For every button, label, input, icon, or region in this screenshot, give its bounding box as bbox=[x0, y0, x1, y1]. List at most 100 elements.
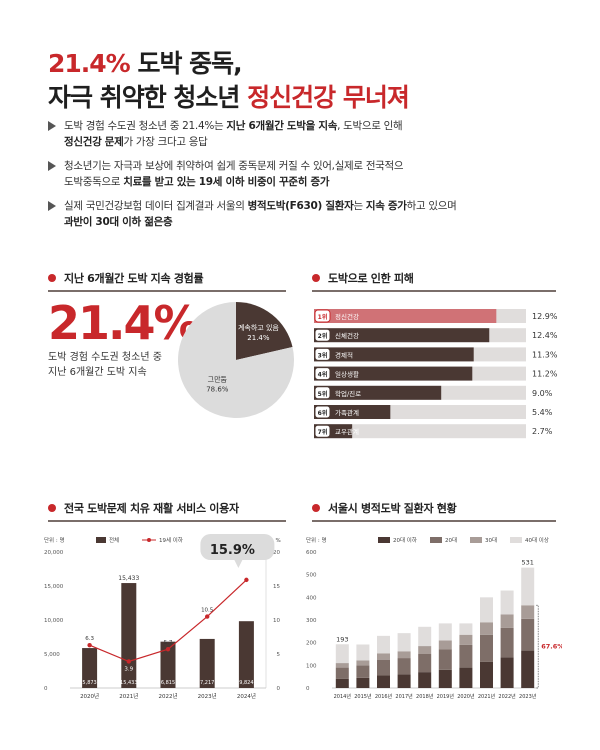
stacked-bar-segment bbox=[480, 661, 493, 688]
stacked-bar-segment bbox=[438, 669, 452, 688]
line-point-label: 5.7 bbox=[164, 640, 173, 646]
legend-label: 30대 bbox=[485, 536, 497, 544]
stacked-bar-segment bbox=[356, 644, 370, 661]
rank-label: 3위 bbox=[318, 351, 328, 359]
x-tick-label: 2022년 bbox=[498, 693, 516, 700]
pie-slice-value: 21.4% bbox=[247, 334, 270, 342]
dot-icon bbox=[48, 504, 56, 512]
bracket-line bbox=[536, 604, 539, 689]
line-point bbox=[87, 642, 92, 648]
bullet-item: 청소년기는 자극과 보상에 취약하여 쉽게 중독문제 커질 수 있어,실제로 전… bbox=[48, 158, 568, 190]
stacked-bar-segment bbox=[459, 634, 473, 645]
rank-label: 2위 bbox=[318, 332, 328, 340]
y-tick-label: 0 bbox=[306, 686, 310, 692]
rank-label: 1위 bbox=[318, 313, 328, 321]
dot-icon bbox=[312, 504, 320, 512]
stacked-bar-segment bbox=[438, 640, 452, 650]
bar-category-label: 신체건강 bbox=[335, 331, 359, 340]
x-tick-label: 2021년 bbox=[478, 693, 496, 700]
y-tick-label: 5,000 bbox=[44, 652, 60, 658]
legend-swatch bbox=[430, 537, 442, 543]
bar bbox=[82, 648, 98, 688]
bar-value-label: 15,433 bbox=[120, 680, 138, 686]
bar-top-label: 15,433 bbox=[118, 575, 139, 582]
x-tick-label: 2021년 bbox=[119, 692, 138, 700]
section-divider bbox=[312, 520, 556, 522]
x-tick-label: 2022년 bbox=[158, 692, 177, 700]
bracket-label: 67.6% bbox=[541, 643, 562, 651]
bar-category-label: 일상생활 bbox=[335, 370, 359, 379]
bar bbox=[314, 385, 442, 400]
y-tick-label: 200 bbox=[306, 641, 317, 647]
bar-track bbox=[314, 424, 526, 439]
stacked-bar-segment bbox=[480, 622, 493, 635]
stacked-bar-segment bbox=[418, 646, 432, 654]
stacked-bar-segment bbox=[438, 623, 452, 641]
stacked-bar-segment bbox=[521, 650, 535, 688]
bar-category-label: 학업/진로 bbox=[335, 389, 361, 398]
bar-value-label: 9,824 bbox=[239, 680, 253, 686]
rank-badge bbox=[314, 367, 331, 381]
rank-badge bbox=[314, 405, 331, 419]
stacked-bar-segment bbox=[418, 654, 432, 673]
stacked-bar-segment bbox=[377, 653, 390, 660]
bar-value-label: 2.7% bbox=[532, 427, 553, 436]
rank-badge bbox=[314, 424, 331, 438]
callout-value: 15.9% bbox=[210, 543, 255, 558]
rank-badge bbox=[314, 347, 331, 361]
bar-category-label: 정신건강 bbox=[335, 312, 359, 321]
bar bbox=[314, 366, 473, 381]
stacked-bar-segment bbox=[356, 660, 370, 666]
x-tick-label: 2014년 bbox=[334, 693, 352, 700]
bar-value-label: 5.4% bbox=[532, 408, 553, 417]
stacked-bar-segment bbox=[335, 667, 349, 679]
bar-value-label: 11.2% bbox=[532, 370, 558, 379]
x-tick-label: 2020년 bbox=[457, 693, 475, 700]
stacked-bar-segment bbox=[459, 644, 473, 668]
section-divider bbox=[48, 520, 286, 522]
stacked-bar-segment bbox=[335, 663, 349, 668]
bar bbox=[314, 405, 391, 419]
pie-slice-value: 78.6% bbox=[206, 385, 229, 393]
line-point-label: 3.9 bbox=[124, 666, 133, 672]
triangle-icon bbox=[48, 161, 56, 171]
axis-unit: 단위 : 명 bbox=[306, 536, 327, 544]
bar-value-label: 5,873 bbox=[82, 680, 96, 686]
y2-tick-label: 10 bbox=[273, 618, 280, 624]
x-tick-label: 2020년 bbox=[80, 692, 99, 700]
rank-label: 4위 bbox=[318, 371, 328, 379]
y2-tick-label: 0 bbox=[277, 686, 281, 692]
stacked-bar-segment bbox=[521, 567, 535, 606]
legend-label-total: 전체 bbox=[109, 536, 119, 544]
rank-badge bbox=[314, 309, 331, 323]
stacked-bar-segment bbox=[500, 627, 514, 658]
stacked-bar-segment bbox=[377, 635, 390, 654]
stacked-bar-segment bbox=[397, 658, 411, 675]
legend-swatch-marker bbox=[147, 538, 151, 542]
stacked-bar-segment bbox=[521, 618, 535, 651]
bar-value-label: 9.0% bbox=[532, 389, 553, 398]
x-tick-label: 2017년 bbox=[395, 693, 413, 700]
seoul-patients-chart: 단위 : 명 20대 이하 20대 30대 40대 이상 0 100 200 300 400 500… bbox=[306, 536, 562, 700]
x-tick-label: 2023년 bbox=[519, 693, 537, 700]
stacked-bar-segment bbox=[335, 678, 349, 688]
rank-label: 5위 bbox=[318, 390, 328, 398]
x-tick-label: 2018년 bbox=[416, 693, 434, 700]
page-title-line2: 자극 취약한 청소년 정신건강 무너져 bbox=[48, 83, 410, 112]
bar-value-label: 11.3% bbox=[532, 350, 558, 359]
bar-value-label: 12.9% bbox=[532, 312, 558, 321]
bar bbox=[314, 347, 474, 362]
stacked-bar-segment bbox=[397, 633, 411, 652]
left-axis-unit: 단위 : 명 bbox=[44, 536, 65, 544]
bar-value-label: 7,217 bbox=[200, 680, 214, 686]
pie-slice bbox=[236, 302, 293, 360]
stacked-bar-segment bbox=[397, 651, 411, 659]
pie-slice-name: 계속하고 있음 bbox=[238, 323, 279, 332]
x-tick-label: 2023년 bbox=[198, 692, 217, 700]
callout-bubble bbox=[200, 534, 275, 568]
line-point bbox=[126, 659, 131, 664]
legend-label: 40대 이상 bbox=[525, 536, 549, 544]
bar-value-label: 12.4% bbox=[532, 331, 558, 340]
stacked-bar-segment bbox=[459, 667, 473, 688]
rank-label: 7위 bbox=[318, 428, 328, 436]
